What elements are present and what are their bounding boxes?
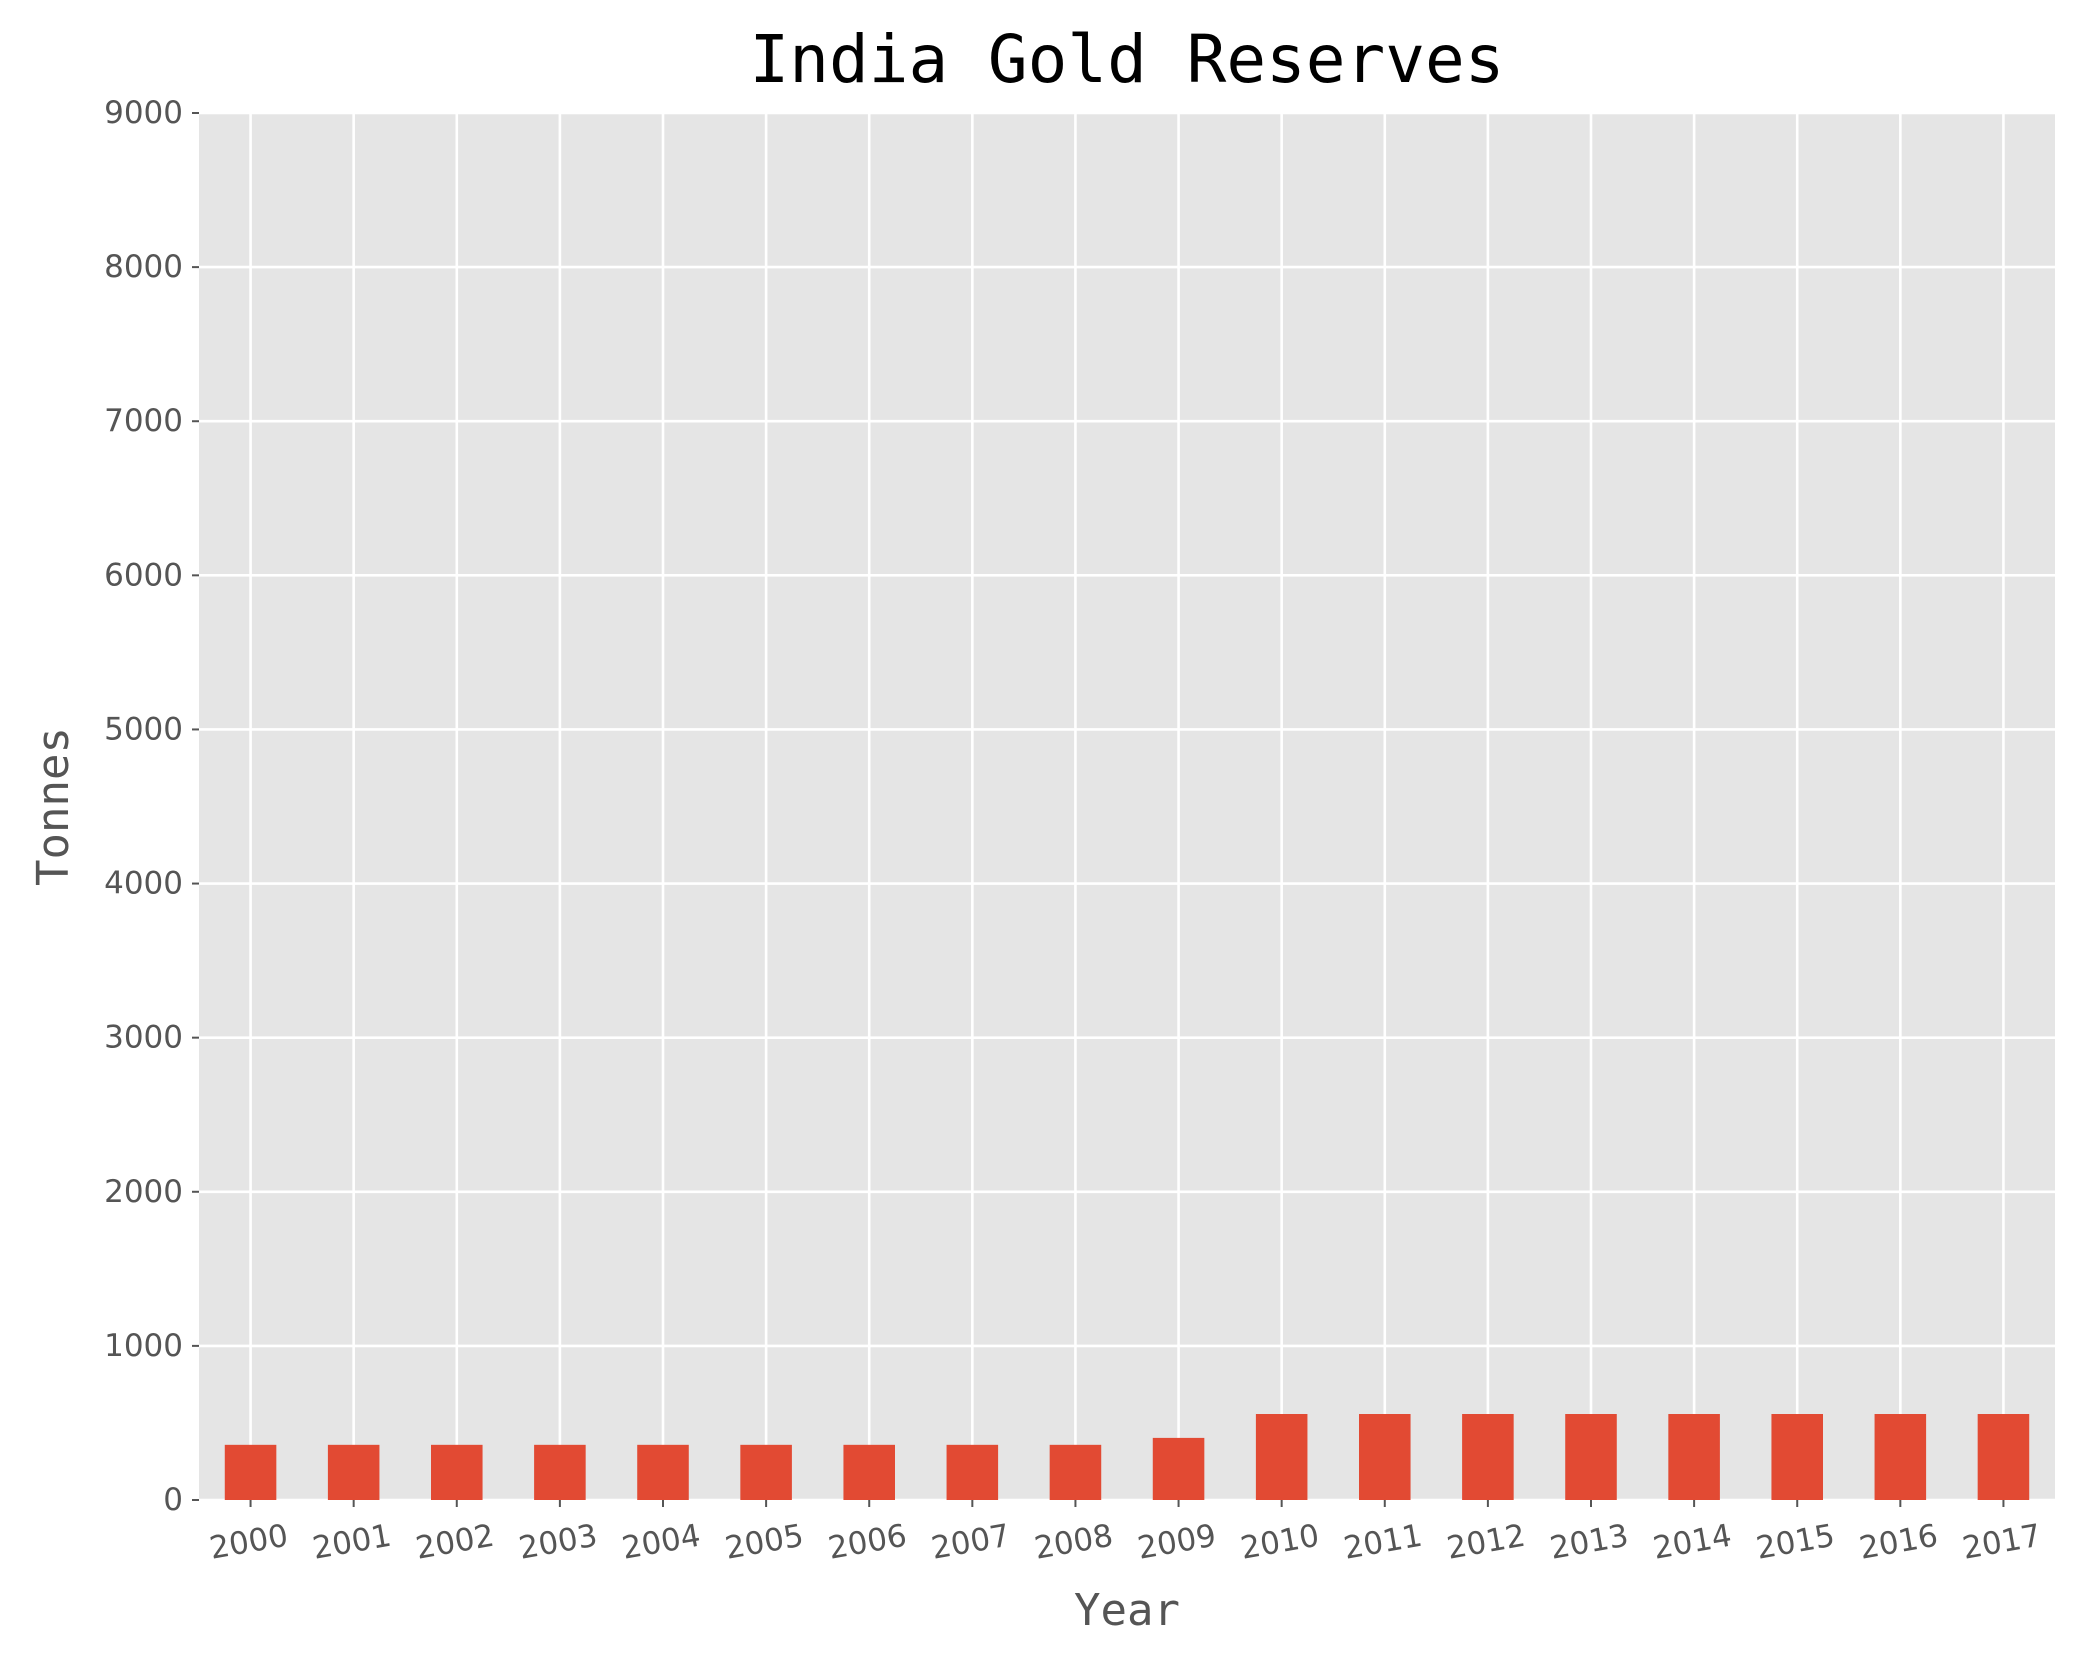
bar-2011	[1359, 1414, 1411, 1500]
x-tick-label: 2003	[516, 1518, 600, 1567]
x-tick-label: 2001	[310, 1518, 394, 1567]
x-tick-label: 2000	[207, 1518, 291, 1567]
y-tick-label: 7000	[104, 403, 183, 439]
x-tick-label: 2009	[1135, 1518, 1219, 1567]
x-tick-label: 2017	[1960, 1518, 2044, 1567]
x-tick-label: 2015	[1754, 1518, 1838, 1567]
y-tick-label: 1000	[104, 1328, 183, 1364]
bar-2005	[740, 1444, 792, 1500]
x-axis-ticks: 2000 2001 2002 2003 2004 2005 2006 2007 2008 2009…	[207, 1500, 2044, 1567]
bar-2017	[1977, 1414, 2030, 1500]
x-tick-label: 2007	[929, 1518, 1013, 1567]
grid-lines	[199, 111, 2055, 1502]
x-tick-label: 2016	[1857, 1518, 1941, 1567]
y-axis-label: Tonnes	[28, 727, 79, 886]
bars	[224, 1414, 2030, 1500]
x-axis-label: Year	[1074, 1585, 1180, 1636]
bar-2010	[1255, 1414, 1308, 1500]
y-tick-label: 4000	[104, 866, 183, 902]
x-tick-label: 2002	[413, 1518, 497, 1567]
plot-area	[199, 113, 2055, 1500]
bar-2002	[431, 1444, 483, 1500]
bar-2001	[327, 1444, 380, 1500]
x-tick-label: 2012	[1444, 1518, 1528, 1567]
y-tick-label: 0	[163, 1482, 183, 1518]
y-tick-label: 5000	[104, 711, 183, 747]
x-tick-label: 2005	[722, 1518, 806, 1567]
chart-title: India Gold Reserves	[750, 21, 1505, 98]
bar-2000	[224, 1444, 277, 1500]
bar-2012	[1462, 1414, 1514, 1500]
x-tick-label: 2013	[1547, 1518, 1631, 1567]
bar-2006	[843, 1444, 895, 1500]
bar-2015	[1771, 1414, 1823, 1500]
y-tick-label: 2000	[104, 1174, 183, 1210]
bar-2007	[946, 1444, 999, 1500]
y-tick-label: 6000	[104, 557, 183, 593]
bar-2014	[1668, 1414, 1720, 1500]
bar-2008	[1049, 1444, 1102, 1500]
x-tick-label: 2014	[1650, 1518, 1734, 1567]
y-tick-label: 9000	[104, 95, 183, 131]
x-tick-label: 2011	[1341, 1518, 1425, 1567]
x-tick-label: 2010	[1238, 1518, 1322, 1567]
y-tick-label: 8000	[104, 249, 183, 285]
bar-2009	[1152, 1437, 1205, 1500]
bar-2004	[637, 1444, 689, 1500]
x-tick-label: 2006	[826, 1518, 910, 1567]
x-tick-label: 2008	[1032, 1518, 1116, 1567]
bar-2003	[534, 1444, 586, 1500]
y-axis-ticks: 0 1000 2000 3000 4000 5000 6000 7000 8000 9000	[104, 95, 199, 1518]
x-tick-label: 2004	[619, 1518, 703, 1567]
bar-2016	[1874, 1414, 1927, 1500]
bar-2013	[1565, 1414, 1617, 1500]
y-tick-label: 3000	[104, 1020, 183, 1056]
